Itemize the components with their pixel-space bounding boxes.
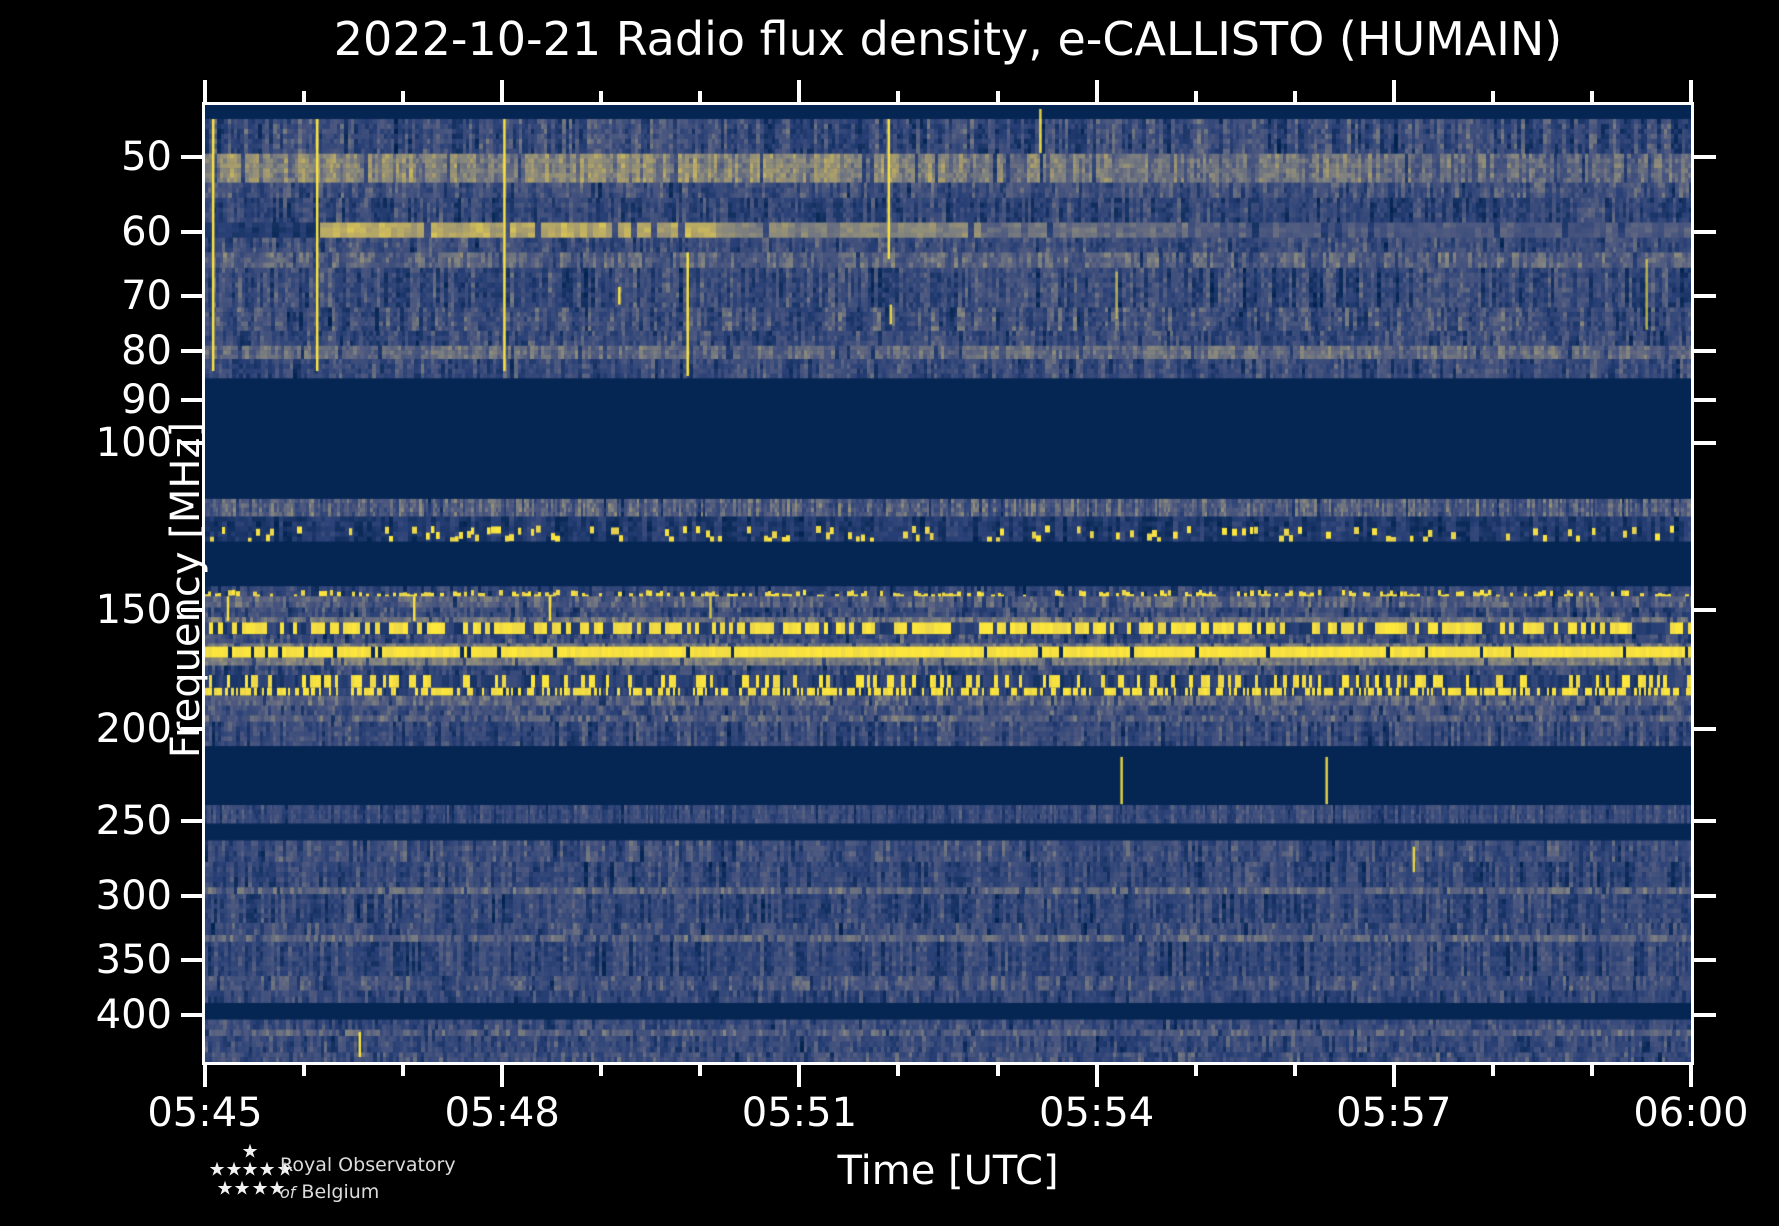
y-tick-left <box>181 348 203 353</box>
x-tick-label: 06:00 <box>1633 1090 1749 1136</box>
y-tick-label: 400 <box>95 991 172 1038</box>
x-tick-bottom <box>203 1065 207 1087</box>
y-tick-label: 300 <box>95 873 172 920</box>
y-tick-label: 70 <box>121 272 172 319</box>
rob-logo-text-line1: Royal Observatory <box>280 1154 456 1176</box>
y-tick-label: 350 <box>95 936 172 983</box>
x-tick-top <box>599 91 604 102</box>
star-icon: ★ <box>233 1177 251 1200</box>
star-icon: ★ <box>225 1158 243 1181</box>
x-tick-bottom <box>995 1065 1000 1076</box>
star-icon: ★ <box>268 1177 286 1200</box>
x-tick-bottom <box>896 1065 901 1076</box>
x-tick-bottom <box>797 1065 802 1087</box>
x-axis-label: Time [UTC] <box>837 1148 1059 1194</box>
x-tick-top <box>1490 91 1495 102</box>
y-tick-left <box>181 726 203 731</box>
star-icon: ★ <box>241 1140 259 1163</box>
star-icon: ★ <box>216 1177 234 1200</box>
y-tick-right <box>1694 397 1716 402</box>
star-icon: ★ <box>276 1158 294 1181</box>
x-tick-label: 05:45 <box>147 1090 263 1136</box>
y-tick-left <box>181 230 203 235</box>
x-tick-label: 05:51 <box>741 1090 858 1136</box>
y-tick-right <box>1694 348 1716 353</box>
y-tick-right <box>1694 726 1716 731</box>
y-tick-right <box>1694 155 1716 160</box>
y-tick-left <box>181 957 203 962</box>
rob-logo-belgium: Belgium <box>301 1181 380 1203</box>
y-tick-label: 150 <box>95 587 172 634</box>
x-tick-bottom <box>500 1065 505 1087</box>
y-tick-right <box>1694 957 1716 962</box>
y-tick-right <box>1694 441 1716 445</box>
y-tick-right <box>1694 608 1716 613</box>
y-tick-label: 50 <box>121 134 172 181</box>
x-tick-label: 05:54 <box>1038 1090 1155 1136</box>
rob-logo-of: of <box>280 1183 296 1202</box>
y-tick-label: 60 <box>121 209 172 256</box>
star-icon: ★ <box>241 1158 259 1181</box>
y-tick-left <box>181 441 203 445</box>
y-tick-right <box>1694 293 1716 298</box>
star-icon: ★ <box>208 1158 226 1181</box>
x-tick-bottom <box>599 1065 604 1076</box>
rob-logo: ★ ★ ★ ★ ★ ★ ★ ★ ★ ★ Royal Observatory of Belgium <box>180 1140 500 1226</box>
x-tick-bottom <box>401 1065 406 1076</box>
y-tick-right <box>1694 1012 1716 1017</box>
y-tick-left <box>181 397 203 402</box>
x-tick-top <box>1292 91 1297 102</box>
y-tick-right <box>1694 819 1716 824</box>
x-tick-bottom <box>1589 1065 1594 1076</box>
x-tick-top <box>1689 80 1693 102</box>
x-tick-label: 05:57 <box>1336 1090 1452 1136</box>
x-tick-bottom <box>302 1065 307 1076</box>
x-tick-bottom <box>1490 1065 1495 1076</box>
y-tick-label: 100 <box>95 420 172 466</box>
y-tick-label: 80 <box>121 327 172 374</box>
rob-logo-text-line2: of Belgium <box>280 1179 456 1206</box>
x-tick-top <box>995 91 1000 102</box>
y-tick-left <box>181 155 203 160</box>
y-tick-left <box>181 293 203 298</box>
y-tick-right <box>1694 230 1716 235</box>
y-tick-label: 250 <box>95 798 172 845</box>
y-tick-left <box>181 894 203 899</box>
x-tick-bottom <box>1292 1065 1297 1076</box>
x-tick-top <box>797 80 802 102</box>
x-tick-top <box>401 91 406 102</box>
chart-title: 2022-10-21 Radio flux density, e-CALLIST… <box>333 12 1563 66</box>
plot-area <box>202 102 1694 1065</box>
x-tick-bottom <box>1193 1065 1198 1076</box>
x-tick-bottom <box>1391 1065 1396 1087</box>
x-tick-bottom <box>698 1065 703 1076</box>
x-tick-label: 05:48 <box>444 1090 560 1136</box>
x-tick-top <box>302 91 307 102</box>
y-axis-label: Frequency [MHz] <box>163 421 210 759</box>
y-tick-right <box>1694 894 1716 899</box>
x-tick-top <box>1391 80 1396 102</box>
x-tick-bottom <box>1689 1065 1693 1087</box>
x-tick-top <box>1589 91 1594 102</box>
x-tick-top <box>1193 91 1198 102</box>
y-tick-left <box>181 608 203 613</box>
star-icon: ★ <box>258 1158 276 1181</box>
x-tick-top <box>203 80 207 102</box>
y-tick-label: 200 <box>95 705 172 752</box>
x-tick-top <box>500 80 505 102</box>
x-tick-top <box>896 91 901 102</box>
star-icon: ★ <box>251 1177 269 1200</box>
spectrogram-canvas <box>205 105 1691 1062</box>
y-tick-label: 90 <box>121 376 172 423</box>
y-tick-left <box>181 1012 203 1017</box>
x-tick-top <box>1094 80 1099 102</box>
rob-logo-text: Royal Observatory of Belgium <box>280 1152 456 1206</box>
x-tick-bottom <box>1094 1065 1099 1087</box>
x-tick-top <box>698 91 703 102</box>
y-tick-left <box>181 819 203 824</box>
